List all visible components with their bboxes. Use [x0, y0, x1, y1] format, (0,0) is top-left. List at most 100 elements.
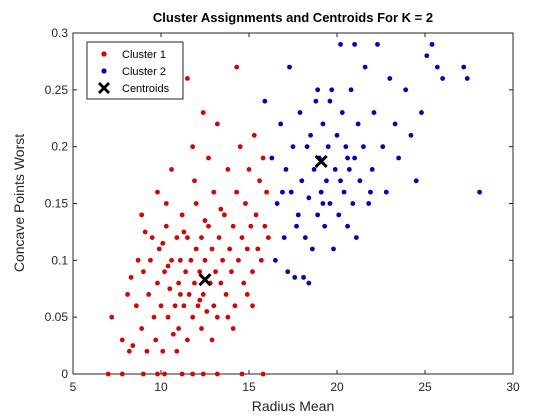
cluster-1-point: [181, 303, 187, 309]
legend: Cluster 1 Cluster 2 Centroids: [86, 41, 184, 100]
cluster-1-point: [162, 269, 167, 275]
cluster-1-point: [246, 167, 252, 172]
cluster-1-point: [241, 280, 247, 286]
cluster-2-point: [348, 87, 354, 93]
cluster-1-point: [167, 286, 173, 292]
cluster-2-point: [336, 212, 342, 218]
cluster-1-point: [156, 246, 162, 252]
cluster-1-point: [170, 331, 176, 337]
cluster-2-point: [299, 178, 305, 184]
cluster-1-point: [155, 280, 160, 286]
cluster-2-point: [318, 189, 324, 195]
cluster-2-point: [334, 132, 340, 138]
cluster-2-point: [387, 76, 393, 81]
cluster-1-point: [250, 303, 255, 309]
cluster-2-point: [288, 189, 294, 195]
cluster-1-point: [146, 292, 152, 297]
cluster-2-point: [274, 201, 280, 206]
x-tick-label: 20: [330, 380, 344, 394]
cluster-1-point: [193, 201, 199, 206]
cluster-2-point: [308, 132, 313, 138]
chart-title: Cluster Assignments and Centroids For K …: [153, 10, 433, 25]
data-points: [105, 41, 482, 377]
cluster-2-point: [341, 189, 347, 195]
cluster-1-point: [139, 326, 145, 331]
cluster-1-point: [128, 274, 134, 280]
cluster-1-point: [158, 303, 164, 309]
cluster-1-point: [202, 218, 208, 223]
cluster-2-point: [302, 235, 308, 241]
cluster-1-point: [174, 348, 180, 354]
cluster-2-point: [375, 41, 380, 47]
cluster-1-point: [192, 280, 197, 286]
cluster-2-point: [304, 144, 310, 150]
cluster-2-point: [352, 155, 357, 161]
y-tick-label: 0.1: [51, 253, 68, 267]
cluster-2-point: [325, 144, 331, 150]
cluster-2-point: [287, 64, 292, 70]
cluster-1-point: [160, 240, 166, 246]
cluster-2-point: [413, 178, 419, 184]
cluster-2-point: [329, 87, 335, 93]
cluster-2-point: [362, 64, 368, 70]
cluster-1-point: [225, 314, 231, 320]
cluster-1-point: [200, 292, 206, 297]
cluster-1-point: [126, 348, 132, 354]
cluster-1-point: [172, 303, 178, 309]
cluster-1-point: [176, 326, 182, 331]
cluster-2-point: [369, 167, 375, 172]
cluster-1-point: [186, 292, 192, 297]
cluster-2-point: [297, 110, 303, 115]
cluster-1-point: [133, 303, 139, 309]
cluster-2-point: [331, 246, 336, 252]
cluster-1-point: [258, 257, 264, 263]
cluster-1-point: [174, 235, 180, 241]
cluster-1-point: [239, 235, 245, 241]
cluster-1-point: [193, 246, 199, 252]
legend-label-cluster-2: Cluster 2: [122, 66, 166, 78]
cluster-1-point: [135, 257, 141, 263]
cluster-1-point: [177, 257, 183, 263]
cluster-2-point: [353, 235, 359, 241]
cluster-1-point: [234, 64, 240, 70]
legend-marker-cluster-1: [101, 51, 107, 57]
cluster-2-point: [346, 167, 352, 172]
cluster-2-point: [419, 110, 424, 115]
cluster-1-point: [214, 371, 220, 377]
cluster-2-point: [424, 53, 430, 59]
cluster-1-point: [260, 371, 266, 377]
cluster-2-point: [281, 235, 287, 241]
cluster-1-point: [176, 280, 182, 286]
cluster-1-point: [225, 167, 231, 172]
cluster-2-point: [350, 201, 356, 206]
cluster-1-point: [199, 235, 204, 241]
cluster-1-point: [188, 257, 194, 263]
cluster-2-point: [280, 189, 285, 195]
cluster-2-point: [332, 167, 338, 172]
cluster-1-point: [236, 257, 241, 263]
cluster-1-point: [229, 269, 234, 275]
cluster-1-point: [239, 371, 245, 377]
cluster-1-point: [160, 348, 166, 354]
cluster-2-point: [366, 201, 372, 206]
y-axis: 0 0.05 0.1 0.15 0.2 0.25 0.3: [45, 26, 513, 381]
cluster-1-point: [218, 206, 224, 212]
cluster-1-point: [130, 343, 136, 348]
y-tick-label: 0.05: [45, 310, 69, 324]
cluster-1-point: [220, 257, 226, 263]
cluster-2-point: [429, 41, 435, 47]
cluster-2-point: [301, 274, 306, 280]
cluster-2-point: [392, 121, 398, 127]
cluster-2-point: [361, 144, 366, 150]
cluster-1-point: [214, 314, 220, 320]
cluster-1-point: [230, 223, 236, 229]
cluster-1-point: [209, 337, 215, 343]
cluster-2-point: [464, 76, 470, 81]
x-tick-label: 15: [242, 380, 256, 394]
cluster-1-point: [202, 257, 208, 263]
cluster-1-point: [213, 269, 218, 275]
cluster-2-point: [355, 121, 361, 127]
cluster-2-point: [383, 189, 389, 195]
cluster-1-point: [227, 246, 233, 252]
cluster-2-point: [306, 195, 312, 201]
